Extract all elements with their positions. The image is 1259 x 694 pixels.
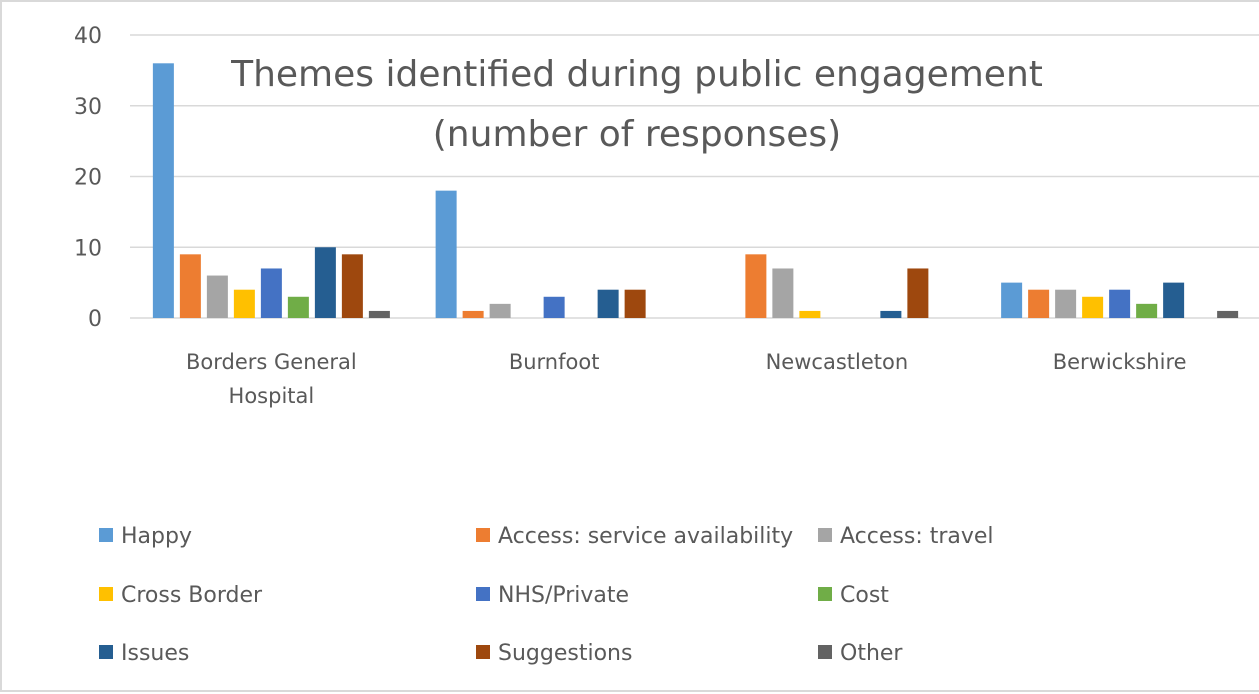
category-label: Berwickshire (1053, 350, 1187, 374)
bar (233, 289, 255, 318)
legend-item: Issues (99, 641, 189, 666)
y-tick-label: 40 (74, 24, 102, 49)
bar (206, 275, 228, 318)
bar (260, 268, 282, 318)
bar (597, 289, 619, 318)
bar (1028, 289, 1050, 318)
y-axis: 0 10 20 30 40 (74, 24, 102, 332)
legend-item: Other (818, 641, 903, 666)
legend-item: Access: service availability (476, 524, 793, 549)
legend-item: Happy (99, 524, 192, 549)
legend-label: Cost (840, 583, 889, 608)
y-tick-label: 10 (74, 236, 102, 261)
legend-item: Cross Border (99, 583, 263, 608)
chart-subtitle: (number of responses) (433, 114, 841, 155)
bar (543, 296, 565, 318)
chart-title: Themes identified during public engageme… (230, 54, 1043, 95)
legend-swatch (476, 587, 490, 601)
category-label: Newcastleton (766, 350, 909, 374)
bar (880, 310, 902, 318)
legend-swatch (818, 528, 832, 542)
legend-swatch (476, 645, 490, 659)
bar (907, 268, 929, 318)
bar (1163, 282, 1185, 318)
category-label: Burnfoot (509, 350, 600, 374)
bar (435, 190, 457, 318)
bar (287, 296, 309, 318)
bars (152, 63, 1239, 318)
legend-swatch (99, 528, 113, 542)
legend-swatch (476, 528, 490, 542)
legend-swatch (99, 587, 113, 601)
legend-item: Cost (818, 583, 889, 608)
legend-label: Issues (121, 641, 189, 666)
legend-label: Other (840, 641, 903, 666)
bar (1217, 310, 1239, 318)
legend-item: NHS/Private (476, 583, 629, 608)
legend-label: Access: travel (840, 524, 994, 549)
legend-swatch (818, 587, 832, 601)
bar (489, 303, 511, 318)
bar (1136, 303, 1158, 318)
legend-label: Suggestions (498, 641, 632, 666)
legend: Happy Access: service availability Access:… (99, 524, 994, 666)
x-axis: Borders General Hospital Burnfoot Newcastle… (186, 350, 1187, 408)
legend-item: Access: travel (818, 524, 994, 549)
bar (368, 310, 390, 318)
legend-label: NHS/Private (498, 583, 629, 608)
legend-label: Access: service availability (498, 524, 793, 549)
y-tick-label: 20 (74, 166, 102, 191)
bar (1082, 296, 1104, 318)
bar (152, 63, 174, 318)
bar (772, 268, 794, 318)
category-label: Borders General Hospital (186, 350, 357, 408)
legend-swatch (818, 645, 832, 659)
bar (179, 254, 201, 318)
bar (1055, 289, 1077, 318)
bar (314, 247, 336, 318)
legend-item: Suggestions (476, 641, 632, 666)
bar (799, 310, 821, 318)
bar (341, 254, 363, 318)
legend-label: Happy (121, 524, 192, 549)
bar (1109, 289, 1131, 318)
legend-label: Cross Border (121, 583, 263, 608)
bar (462, 310, 484, 318)
bar (745, 254, 767, 318)
legend-swatch (99, 645, 113, 659)
bar (1001, 282, 1023, 318)
y-tick-label: 0 (88, 307, 102, 332)
y-tick-label: 30 (74, 95, 102, 120)
bar (624, 289, 646, 318)
